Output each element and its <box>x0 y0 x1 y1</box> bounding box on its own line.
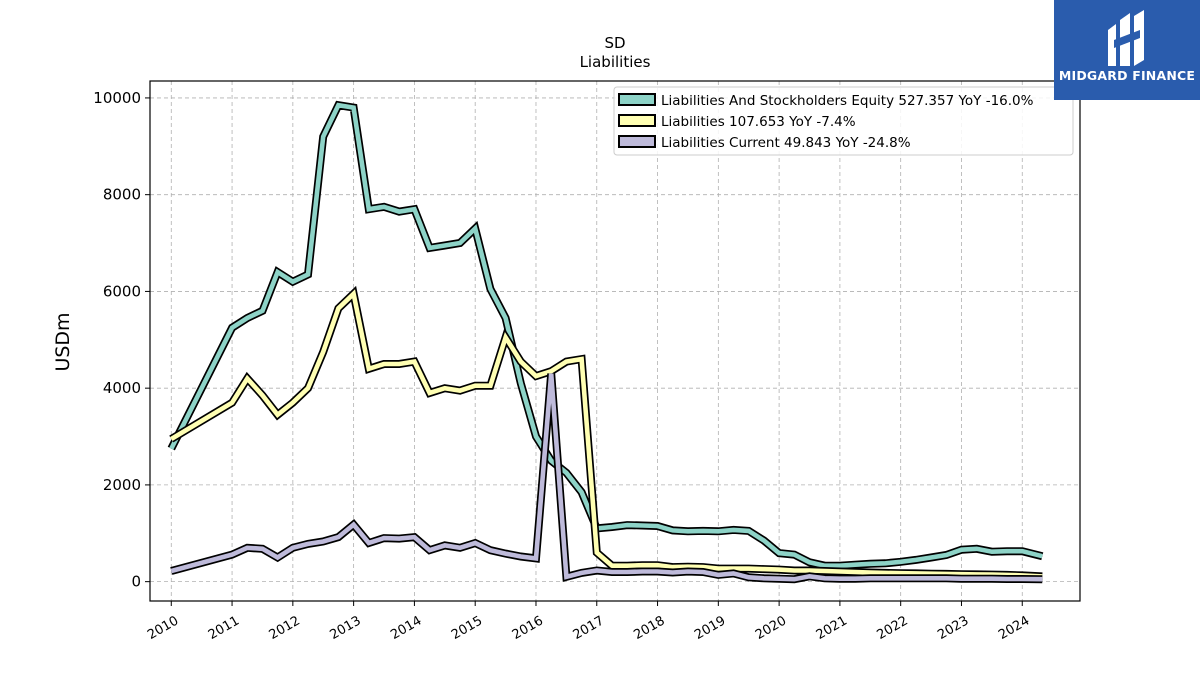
y-tick-label: 2000 <box>103 476 141 494</box>
plot-frame <box>149 80 1081 602</box>
y-tick-label: 8000 <box>103 186 141 204</box>
series-line-outline <box>167 100 1044 570</box>
x-tick-label: 2021 <box>814 613 850 643</box>
y-tick-label: 4000 <box>103 379 141 397</box>
x-tick-label: 2020 <box>753 613 789 643</box>
series-line-outline <box>169 285 1043 581</box>
x-tick-label: 2024 <box>996 613 1032 643</box>
series-2 <box>169 285 1043 581</box>
series-line <box>170 373 1043 582</box>
x-tick-label: 2013 <box>327 613 363 643</box>
x-tick-label: 2022 <box>875 613 911 643</box>
series-line <box>170 289 1043 579</box>
y-axis-label: USDm <box>52 312 74 371</box>
y-tick-label: 0 <box>131 573 141 591</box>
series-3 <box>170 373 1043 584</box>
x-tick-label: 2011 <box>206 613 242 643</box>
y-tick-label: 6000 <box>103 282 141 300</box>
x-tick-label: 2014 <box>388 613 424 643</box>
series-line <box>169 102 1043 569</box>
midgard-finance-logo: MIDGARD FINANCE <box>1054 0 1200 100</box>
legend-entry: Liabilities Current 49.843 YoY -24.8% <box>661 135 911 151</box>
x-tick-label: 2016 <box>510 613 546 643</box>
x-tick-label: 2023 <box>935 613 971 643</box>
legend-entry: Liabilities And Stockholders Equity 527.… <box>661 93 1034 109</box>
x-tick-label: 2015 <box>449 613 485 643</box>
y-tick-label: 10000 <box>93 89 141 107</box>
series-1 <box>167 100 1044 570</box>
x-tick-label: 2017 <box>571 613 607 643</box>
grid <box>150 81 1080 601</box>
series-layer <box>167 100 1044 584</box>
legend-swatch <box>618 135 656 148</box>
chart-subtitle: Liabilities <box>580 53 651 71</box>
x-tick-label: 2012 <box>267 613 303 643</box>
legend-frame <box>613 86 1074 156</box>
legend: Liabilities And Stockholders Equity 527.… <box>613 86 1074 156</box>
logo-text: MIDGARD FINANCE <box>1058 68 1196 83</box>
legend-swatch <box>618 93 656 106</box>
legend-swatch <box>618 114 656 127</box>
legend-entry: Liabilities 107.653 YoY -7.4% <box>661 114 856 130</box>
series-line-outline <box>170 373 1043 584</box>
logo-mark-icon <box>1108 10 1144 66</box>
x-tick-label: 2018 <box>631 613 667 643</box>
x-tick-label: 2010 <box>145 613 181 643</box>
chart-title: SD <box>604 34 625 52</box>
x-tick-label: 2019 <box>692 613 728 643</box>
